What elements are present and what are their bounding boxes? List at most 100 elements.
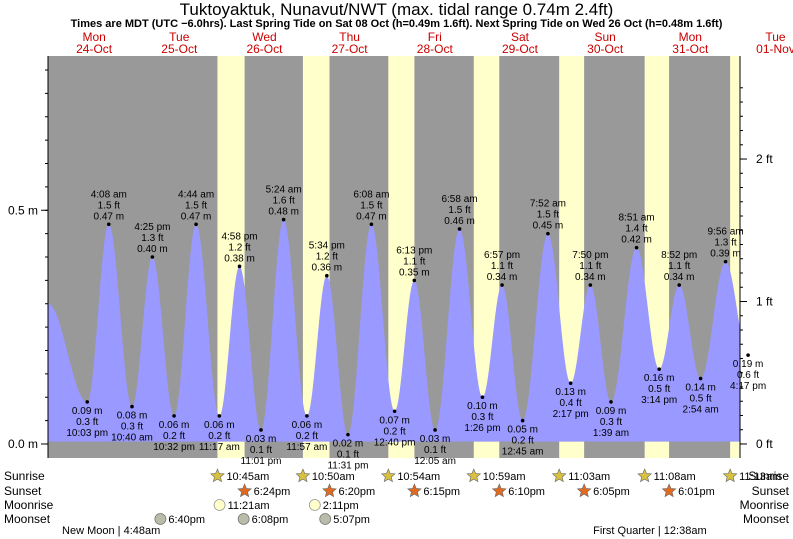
sunrise-time-label: 11:13am xyxy=(739,471,781,483)
tide-time-label: 5:34 pm xyxy=(309,241,345,252)
tide-time-label: 6:13 pm xyxy=(396,245,432,256)
day-date-label: 28-Oct xyxy=(417,42,454,56)
moonset-time-label: 6:40pm xyxy=(168,514,205,526)
day-name-label: Wed xyxy=(252,30,276,44)
tide-height-m-label: 0.39 m xyxy=(710,249,741,260)
moonset-icon xyxy=(154,513,167,525)
tide-height-ft-label: 0.3 ft xyxy=(121,422,143,433)
tide-time-label: 4:58 pm xyxy=(221,231,257,242)
day-date-label: 24-Oct xyxy=(76,42,113,56)
tide-time-label: 7:52 am xyxy=(530,199,566,210)
tide-extreme-dot xyxy=(172,414,176,418)
tide-time-label: 10:40 am xyxy=(111,433,153,444)
tide-time-label: 8:51 am xyxy=(618,213,654,224)
right-tick-label: 2 ft xyxy=(756,152,773,166)
tide-time-label: 11:17 am xyxy=(199,442,240,453)
tide-extreme-dot xyxy=(677,283,682,287)
tide-extreme-dot xyxy=(480,395,485,400)
row-label-right: Moonrise xyxy=(740,498,790,512)
tide-height-ft-label: 1.6 ft xyxy=(273,196,295,207)
tide-height-ft-label: 1.1 ft xyxy=(668,261,690,272)
tide-time-label: 7:50 pm xyxy=(572,250,608,261)
tide-extreme-dot xyxy=(433,428,437,432)
tide-height-m-label: 0.34 m xyxy=(664,272,695,283)
tide-height-m-label: 0.45 m xyxy=(533,221,564,232)
tide-height-ft-label: 0.4 ft xyxy=(560,398,582,409)
tide-time-label: 6:58 am xyxy=(441,194,477,205)
tide-extreme-dot xyxy=(568,381,573,386)
tide-time-label: 9:56 am xyxy=(707,227,743,238)
sunrise-time-label: 10:50am xyxy=(312,471,355,483)
tide-time-label: 6:08 am xyxy=(353,189,389,200)
sunset-time-label: 6:05pm xyxy=(593,486,630,498)
moonset-icon xyxy=(319,513,332,525)
tide-height-m-label: 0.03 m xyxy=(420,434,451,445)
daylight-band xyxy=(730,56,740,458)
tide-height-ft-label: 1.1 ft xyxy=(579,261,601,272)
sunrise-time-label: 10:45am xyxy=(226,471,269,483)
tide-height-m-label: 0.06 m xyxy=(292,420,323,431)
tide-height-ft-label: 0.1 ft xyxy=(337,450,359,461)
tide-extreme-dot xyxy=(588,283,593,287)
tide-height-ft-label: 1.5 ft xyxy=(98,200,120,211)
row-label-left: Sunset xyxy=(4,484,42,498)
right-tick-label: 0 ft xyxy=(756,437,773,451)
tide-height-m-label: 0.42 m xyxy=(621,235,652,246)
sunrise-icon xyxy=(380,468,396,483)
day-name-label: Mon xyxy=(679,30,702,44)
tide-height-ft-label: 1.2 ft xyxy=(316,252,338,263)
sunset-time-label: 6:10pm xyxy=(508,486,545,498)
tide-time-label: 1:26 pm xyxy=(464,423,500,434)
tide-height-ft-label: 0.2 ft xyxy=(383,426,405,437)
page-title: Tuktoyaktuk, Nunavut/NWT (max. tidal ran… xyxy=(179,0,614,19)
tide-height-ft-label: 1.3 ft xyxy=(141,233,163,244)
page-subtitle: Times are MDT (UTC −6.0hrs). Last Spring… xyxy=(70,18,723,30)
tide-extreme-dot xyxy=(698,376,703,381)
moon-phase-label: New Moon | 4:48am xyxy=(62,525,160,537)
tide-height-ft-label: 1.1 ft xyxy=(491,261,513,272)
moonrise-icon xyxy=(213,499,226,511)
tide-extreme-dot xyxy=(723,259,728,264)
tide-time-label: 10:32 pm xyxy=(153,442,195,453)
moonset-icon xyxy=(237,513,250,525)
tide-height-m-label: 0.06 m xyxy=(159,420,190,431)
sunset-time-label: 6:15pm xyxy=(423,486,460,498)
tide-time-label: 4:17 pm xyxy=(730,381,766,392)
tide-height-m-label: 0.47 m xyxy=(356,211,387,222)
tide-height-ft-label: 1.5 ft xyxy=(448,205,470,216)
tide-extreme-dot xyxy=(346,432,350,437)
day-name-label: Thu xyxy=(339,30,360,44)
row-label-right: Moonset xyxy=(743,512,790,526)
tide-height-m-label: 0.08 m xyxy=(117,411,148,422)
day-date-label: 30-Oct xyxy=(587,42,624,56)
tide-height-m-label: 0.34 m xyxy=(575,272,606,283)
tide-height-m-label: 0.46 m xyxy=(444,216,475,227)
sunrise-time-label: 11:03am xyxy=(568,471,610,483)
tide-height-ft-label: 0.2 ft xyxy=(296,431,318,442)
tide-height-ft-label: 0.3 ft xyxy=(600,417,622,428)
moonset-time-label: 5:07pm xyxy=(333,514,370,526)
tide-time-label: 11:31 pm xyxy=(327,461,368,472)
tide-height-m-label: 0.05 m xyxy=(507,425,538,436)
tide-extreme-dot xyxy=(520,418,525,423)
moon-phase-label: First Quarter | 12:38am xyxy=(593,525,707,537)
tide-height-m-label: 0.10 m xyxy=(467,401,498,412)
tide-height-m-label: 0.40 m xyxy=(137,244,168,255)
day-date-label: 25-Oct xyxy=(161,42,198,56)
sunset-time-label: 6:24pm xyxy=(254,486,291,498)
tide-time-label: 2:54 am xyxy=(683,405,719,416)
day-date-label: 01-Nov xyxy=(756,42,793,56)
tide-extreme-dot xyxy=(392,409,397,414)
row-label-right: Sunset xyxy=(752,484,790,498)
tide-height-m-label: 0.13 m xyxy=(555,387,586,398)
sunset-icon xyxy=(322,483,337,498)
day-name-label: Fri xyxy=(428,30,442,44)
sunset-time-label: 6:01pm xyxy=(678,486,715,498)
tide-height-m-label: 0.14 m xyxy=(685,383,716,394)
sunrise-time-label: 11:08am xyxy=(654,471,696,483)
sunset-icon xyxy=(491,483,507,498)
day-name-label: Tue xyxy=(169,30,190,44)
tide-extreme-dot xyxy=(746,353,750,357)
tide-time-label: 11:01 pm xyxy=(241,456,282,467)
tide-extreme-dot xyxy=(634,245,639,250)
